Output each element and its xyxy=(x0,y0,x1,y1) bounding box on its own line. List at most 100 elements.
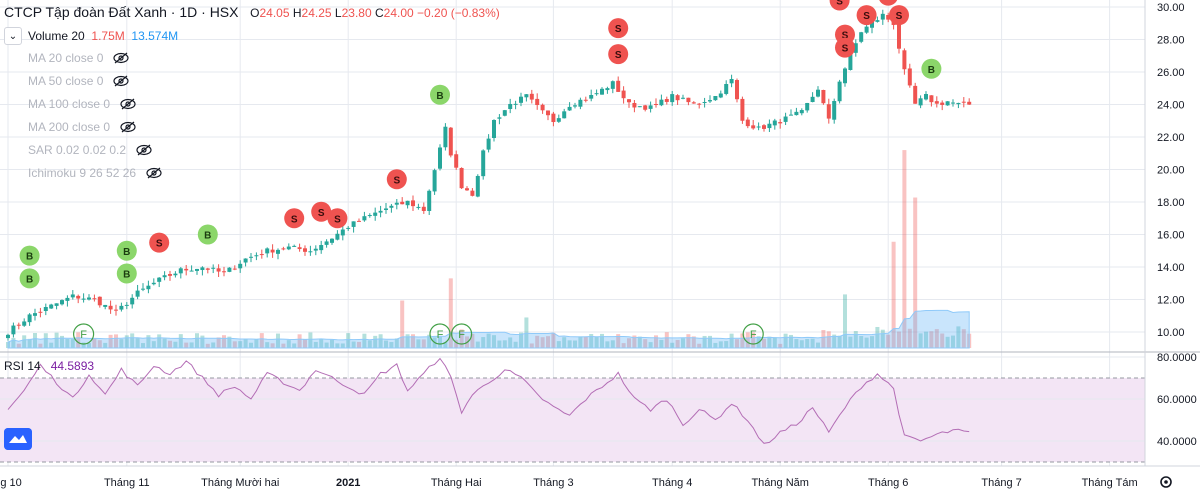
candle-body xyxy=(249,256,253,258)
volume-bar xyxy=(697,343,702,348)
volume-bar xyxy=(373,335,378,348)
candle-body xyxy=(664,99,669,102)
indicator-sar[interactable]: SAR 0.02 0.02 0.2 xyxy=(28,143,152,157)
eye-hidden-icon[interactable] xyxy=(136,144,152,156)
candle-body xyxy=(22,321,27,326)
eye-hidden-icon[interactable] xyxy=(120,121,136,133)
indicator-ma200[interactable]: MA 200 close 0 xyxy=(28,120,136,134)
f-marker: F xyxy=(429,323,451,345)
volume-bar xyxy=(389,342,394,348)
price-tick-label: 26.00 xyxy=(1157,67,1185,79)
signal-circle xyxy=(835,37,855,58)
volume-bar xyxy=(643,339,648,348)
candle-body xyxy=(826,104,831,119)
candle-body xyxy=(508,103,513,110)
candle-body xyxy=(848,53,853,71)
candle-body xyxy=(330,238,334,243)
candle-body xyxy=(843,68,847,84)
time-tick-label: Tháng Tám xyxy=(1082,477,1138,489)
volume-bar xyxy=(627,338,631,348)
volume-bar xyxy=(254,338,259,348)
volume-bar xyxy=(70,339,75,348)
volume-bar xyxy=(762,338,766,348)
volume-bar xyxy=(875,326,880,348)
volume-bar xyxy=(27,338,32,348)
volume-bar xyxy=(578,336,583,348)
signal-label: B xyxy=(123,247,130,258)
candle-body xyxy=(270,249,275,253)
signal-label: S xyxy=(836,0,843,8)
candle-body xyxy=(745,119,750,127)
volume-bar xyxy=(222,335,226,348)
indicator-ma20[interactable]: MA 20 close 0 xyxy=(28,51,129,65)
candle-body xyxy=(135,290,140,297)
candle-body xyxy=(751,125,756,129)
eye-hidden-icon[interactable] xyxy=(113,52,129,64)
candle-body xyxy=(97,296,102,306)
time-tick-label: Tháng Năm xyxy=(751,477,808,489)
candle-body xyxy=(519,96,523,103)
volume-bar xyxy=(735,339,739,348)
candle-body xyxy=(114,309,118,311)
candle-body xyxy=(486,138,491,150)
volume-bar xyxy=(546,336,550,348)
candle-body xyxy=(718,93,723,98)
volume-bar xyxy=(632,335,637,348)
volume-bar xyxy=(205,343,210,348)
volume-bar xyxy=(961,329,966,348)
volume-bar xyxy=(416,339,421,348)
volume-bar xyxy=(718,341,723,348)
candle-body xyxy=(389,205,394,208)
volume-bar xyxy=(454,339,459,348)
gear-icon[interactable] xyxy=(1158,474,1174,490)
candle-body xyxy=(805,102,810,111)
candle-body xyxy=(254,255,259,257)
candle-body xyxy=(378,210,383,213)
volume-bar xyxy=(497,340,502,348)
candle-body xyxy=(551,113,556,123)
volume-bar xyxy=(438,336,442,348)
collapse-legend-button[interactable]: ⌄ xyxy=(4,27,22,45)
candle-body xyxy=(637,106,642,108)
candle-body xyxy=(189,270,194,272)
signal-label: S xyxy=(885,0,892,3)
tradingview-logo-icon[interactable] xyxy=(4,428,32,450)
indicator-ma100[interactable]: MA 100 close 0 xyxy=(28,97,136,111)
candle-body xyxy=(810,96,815,103)
volume-bar xyxy=(313,341,318,348)
candle-body xyxy=(16,324,21,326)
signal-circle xyxy=(327,208,348,229)
indicator-ma50[interactable]: MA 50 close 0 xyxy=(28,74,129,88)
candle-body xyxy=(351,221,356,227)
price-tick-label: 18.00 xyxy=(1157,197,1185,209)
volume-bar xyxy=(956,326,961,348)
volume-bar xyxy=(87,343,91,348)
rsi-label: RSI 14 xyxy=(4,359,41,373)
signal-markers: FFFFBBBBSBSSSSBSSSSSSSSB xyxy=(19,0,942,345)
buy-signal: B xyxy=(116,240,137,261)
volume-bar xyxy=(357,341,361,348)
volume-bar xyxy=(151,341,156,348)
volume-bar xyxy=(637,336,642,348)
signal-circle xyxy=(608,44,629,65)
candle-body xyxy=(837,81,842,102)
signal-label: S xyxy=(842,44,849,55)
indicator-ichimoku[interactable]: Ichimoku 9 26 52 26 xyxy=(28,166,162,180)
symbol-header: CTCP Tập đoàn Đất Xanh · 1D · HSX O24.05… xyxy=(4,4,500,20)
signal-circle xyxy=(116,240,137,261)
candle-body xyxy=(151,282,156,285)
candle-body xyxy=(27,314,32,323)
eye-hidden-icon[interactable] xyxy=(120,98,136,110)
candle-body xyxy=(65,297,70,301)
volume-bar xyxy=(367,340,372,348)
volume-bar xyxy=(621,343,626,348)
candle-body xyxy=(934,101,939,104)
volume-bar xyxy=(562,337,567,348)
candle-body xyxy=(961,101,966,103)
eye-hidden-icon[interactable] xyxy=(113,75,129,87)
volume-bar xyxy=(729,333,734,348)
time-tick-label: Tháng 6 xyxy=(868,477,908,489)
volume-bar xyxy=(238,341,243,348)
eye-hidden-icon[interactable] xyxy=(146,167,162,179)
